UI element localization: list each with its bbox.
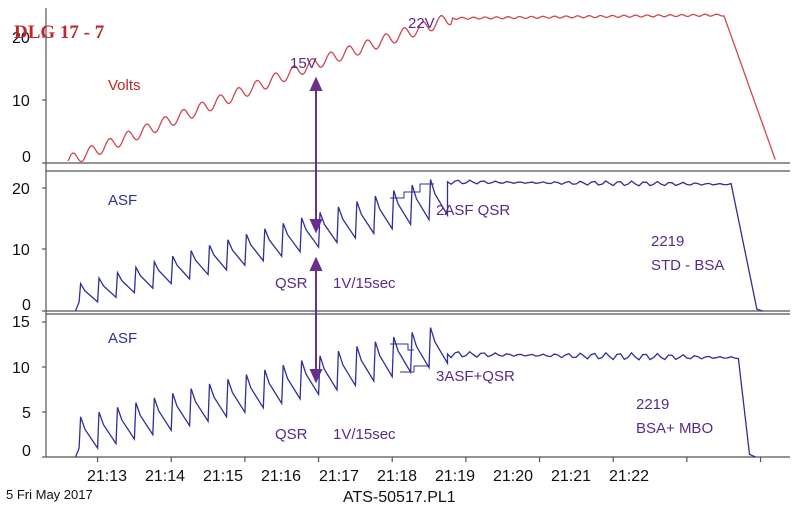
panel-label-asf: ASF [108, 330, 137, 347]
double-arrow-lower [309, 256, 323, 384]
panel-label-volts: Volts [108, 77, 141, 94]
series-asf-bsa-mbo-line [74, 327, 756, 458]
x-tick-label: 21:14 [145, 468, 185, 485]
annotation-test-id: 2219 [651, 233, 684, 250]
y-tick-label: 20 [12, 30, 30, 47]
y-tick-label: 15 [12, 314, 30, 331]
annotation-rate: 1V/15sec [333, 426, 396, 443]
x-tick-label: 21:13 [87, 468, 127, 485]
x-tick-label: 21:18 [377, 468, 417, 485]
x-tick-label: 21:15 [203, 468, 243, 485]
qsr-step-brackets [390, 183, 434, 373]
annotation-test-id: 2219 [636, 396, 669, 413]
step-bracket [390, 343, 414, 351]
x-tick-label: 21:21 [551, 468, 591, 485]
annotation-qsr: QSR [275, 426, 308, 443]
y-tick-label: 10 [12, 93, 30, 110]
x-tick-label: 21:22 [609, 468, 649, 485]
panel-label-asf: ASF [108, 192, 137, 209]
annotation-bsa-mbo: BSA+ MBO [636, 420, 713, 437]
x-tick-labels: 21:13 21:14 21:15 21:16 21:17 21:18 21:1… [87, 468, 649, 485]
annotation-qsr: QSR [275, 275, 308, 292]
x-tick-label: 21:20 [493, 468, 533, 485]
annotation-3asf-qsr: 3ASF+QSR [436, 368, 515, 385]
y-tick-label: 0 [22, 149, 31, 166]
annotation-rate: 1V/15sec [333, 275, 396, 292]
y-tick-label: 0 [22, 443, 31, 460]
y-tick-label: 10 [12, 242, 30, 259]
double-arrow-upper [309, 76, 323, 234]
annotation-2asf-qsr: 2ASF QSR [436, 202, 510, 219]
annotation-15v: 15V [290, 55, 317, 72]
panel-frames [45, 8, 790, 458]
footer-file-name: ATS-50517.PL1 [343, 489, 456, 506]
y-tick-label: 5 [22, 405, 31, 422]
step-bracket [390, 183, 434, 199]
y-tick-label: 10 [12, 360, 30, 377]
x-tick-label: 21:17 [319, 468, 359, 485]
annotation-std-bsa: STD - BSA [651, 257, 724, 274]
x-tick-label: 21:16 [261, 468, 301, 485]
annotation-22v: 22V [408, 15, 435, 32]
y-tick-label: 20 [12, 181, 30, 198]
footer-date: 5 Fri May 2017 [6, 487, 93, 502]
chart-title: DLG 17 - 7 [14, 22, 105, 43]
series-volts-line [67, 13, 776, 163]
step-bracket [400, 365, 428, 373]
x-tick-label: 21:19 [435, 468, 475, 485]
y-tick-marks [42, 36, 46, 458]
series-asf-std-bsa-line [74, 179, 763, 312]
x-ticks [96, 457, 762, 462]
y-tick-label: 0 [22, 297, 31, 314]
